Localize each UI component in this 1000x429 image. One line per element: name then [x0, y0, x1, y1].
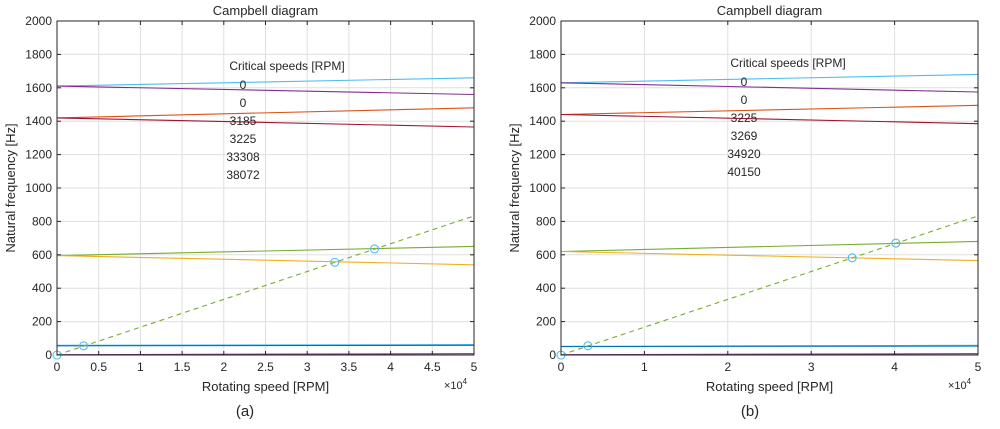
- chart-panel-a: 0 0.5 1 1.5 2 2.5 3 3.5 4 4.5 50200400600800100012…: [3, 3, 478, 420]
- y-tick-label: 2000: [529, 14, 556, 28]
- critical-speed-marker: [369, 244, 380, 254]
- chart-title: Campbell diagram: [213, 3, 319, 18]
- critical-speed-value: 0: [240, 96, 247, 110]
- critical-speed-marker: [847, 253, 857, 263]
- x-tick-label: 2.5: [257, 360, 274, 374]
- mode-line-5: [560, 240, 979, 253]
- critical-speed-value: 0: [741, 93, 748, 107]
- x-tick-label: 3: [304, 360, 311, 374]
- x-axis-label: Rotating speed [RPM]: [202, 379, 329, 394]
- y-tick-label: 600: [32, 248, 52, 262]
- critical-speed-value: 0: [741, 75, 748, 89]
- y-tick-label: 200: [32, 315, 52, 329]
- y-tick-label: 1400: [25, 114, 52, 128]
- y-tick-label: 1400: [529, 114, 556, 128]
- y-tick-label: 400: [536, 281, 556, 295]
- ticks: 0 1 2 3 4 5 0 200 400 600 800 1000 1200 1400 1600 1800 2…: [529, 14, 981, 374]
- x-tick-label: 5: [975, 360, 982, 374]
- x-tick-label: 4.5: [424, 360, 441, 374]
- critical-speeds-annotation: Critical speeds [RPM] 0 0 3225 3269 34920 4015…: [727, 56, 845, 179]
- y-tick-label: 0: [549, 348, 556, 362]
- critical-speed-value: 0: [240, 78, 247, 92]
- critical-speeds-annotation: Critical speeds [RPM] 0 0 3185 3225 33308 3807…: [226, 59, 344, 182]
- y-tick-label: 800: [536, 214, 556, 228]
- critical-speed-value: 3185: [230, 114, 257, 128]
- critical-speed-value: 3269: [731, 129, 758, 143]
- series-group: [560, 73, 979, 356]
- mode-line-8: [560, 345, 979, 348]
- y-tick-label: 1800: [25, 47, 52, 61]
- x-axis-label: Rotating speed [RPM]: [706, 379, 833, 394]
- mode-line-4: [56, 117, 475, 128]
- x-tick-label: 5: [471, 360, 478, 374]
- y-tick-label: 1600: [529, 81, 556, 95]
- critical-speed-value: 3225: [731, 111, 758, 125]
- chart-title: Campbell diagram: [717, 3, 823, 18]
- x-tick-label: 4: [891, 360, 898, 374]
- x-tick-label: 3: [808, 360, 815, 374]
- x-tick-label: 2: [220, 360, 227, 374]
- x-multiplier: ×104: [444, 377, 468, 392]
- x-tick-label: 1: [137, 360, 144, 374]
- y-tick-label: 400: [32, 281, 52, 295]
- mode-line-8: [56, 344, 475, 347]
- y-tick-label: 800: [32, 214, 52, 228]
- x-multiplier-exponent: 4: [463, 377, 468, 386]
- y-tick-label: 1200: [529, 148, 556, 162]
- mode-line-3: [56, 107, 475, 119]
- critical-speed-marker: [891, 238, 901, 248]
- chart-panel-b: 0 1 2 3 4 50200400600800100012001400160018002…: [507, 3, 982, 420]
- mode-line-6: [560, 250, 979, 262]
- y-tick-label: 1600: [25, 81, 52, 95]
- y-axis-label: Natural frequency [Hz]: [3, 123, 18, 252]
- y-tick-label: 1000: [25, 181, 52, 195]
- panel-caption: (b): [741, 403, 759, 420]
- x-tick-label: 0: [54, 360, 61, 374]
- mode-line-1: [560, 73, 979, 84]
- y-tick-label: 1800: [529, 47, 556, 61]
- critical-speed-value: 34920: [727, 147, 761, 161]
- critical-speed-value: 33308: [226, 150, 260, 164]
- critical-speed-marker: [583, 341, 593, 351]
- x-tick-label: 1.5: [174, 360, 191, 374]
- mode-line-3: [560, 104, 979, 116]
- critical-speed-value: 40150: [727, 165, 761, 179]
- y-axis-label: Natural frequency [Hz]: [507, 123, 522, 252]
- mode-line-2: [56, 85, 475, 96]
- y-tick-label: 1000: [529, 181, 556, 195]
- mode-line-2: [560, 82, 979, 93]
- x-tick-label: 1: [641, 360, 648, 374]
- y-tick-label: 2000: [25, 14, 52, 28]
- x-multiplier-exponent: 4: [967, 377, 972, 386]
- x-multiplier: ×104: [948, 377, 972, 392]
- panel-caption: (a): [236, 403, 254, 420]
- x-multiplier-base: ×10: [948, 380, 967, 392]
- x-multiplier-base: ×10: [444, 380, 463, 392]
- mode-line-1: [56, 77, 475, 87]
- x-tick-label: 0: [558, 360, 565, 374]
- ticks: 0 0.5 1 1.5 2 2.5 3 3.5 4 4.5 5 0 200 400 600 800 1000 12…: [25, 14, 477, 374]
- critical-speed-marker: [79, 341, 89, 351]
- y-tick-label: 600: [536, 248, 556, 262]
- critical-speeds-title: Critical speeds [RPM]: [730, 56, 845, 70]
- y-tick-label: 1200: [25, 148, 52, 162]
- critical-speed-value: 38072: [226, 168, 260, 182]
- x-tick-label: 0.5: [90, 360, 107, 374]
- mode-line-4: [560, 113, 979, 125]
- critical-speed-marker: [330, 257, 340, 267]
- mode-line-5: [56, 245, 475, 257]
- critical-speeds-title: Critical speeds [RPM]: [229, 59, 344, 73]
- mode-line-6: [56, 255, 475, 266]
- x-tick-label: 3.5: [341, 360, 358, 374]
- y-tick-label: 200: [536, 315, 556, 329]
- excitation-line-1x: [560, 215, 979, 356]
- y-tick-label: 0: [45, 348, 52, 362]
- critical-markers: [52, 244, 380, 360]
- excitation-line-1x: [56, 215, 475, 356]
- x-tick-label: 2: [724, 360, 731, 374]
- critical-speed-value: 3225: [230, 132, 257, 146]
- x-tick-label: 4: [387, 360, 394, 374]
